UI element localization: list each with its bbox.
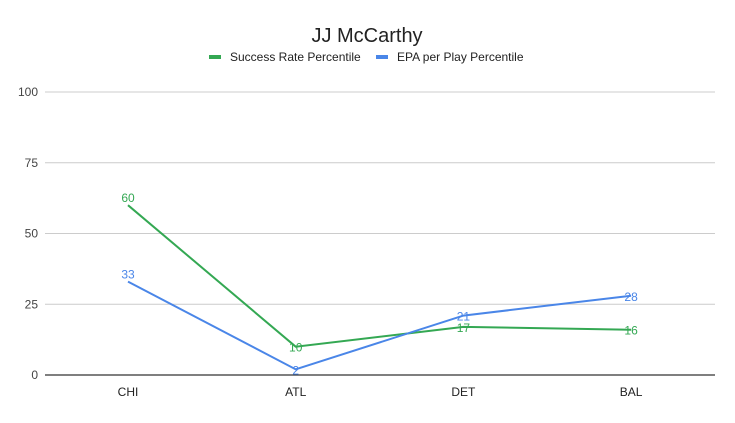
data-label: 60: [121, 191, 135, 205]
legend-swatch: [209, 55, 221, 59]
legend-label: Success Rate Percentile: [230, 50, 361, 64]
legend: Success Rate Percentile EPA per Play Perc…: [209, 50, 524, 64]
legend-swatch: [376, 55, 388, 59]
x-tick-label: DET: [451, 385, 476, 399]
y-tick-label: 100: [18, 85, 38, 99]
series-lines: [128, 205, 631, 369]
legend-label: EPA per Play Percentile: [397, 50, 524, 64]
y-tick-label: 25: [25, 297, 39, 311]
chart-title: JJ McCarthy: [311, 25, 422, 47]
data-label: 33: [121, 268, 135, 282]
x-tick-label: CHI: [118, 385, 139, 399]
gridlines: [45, 92, 715, 375]
data-label: 21: [457, 310, 471, 324]
y-tick-label: 0: [31, 368, 38, 382]
x-tick-label: ATL: [285, 385, 306, 399]
data-label: 10: [289, 341, 303, 355]
series-line-1: [128, 282, 631, 370]
x-axis-ticks: CHI ATL DET BAL: [118, 385, 643, 399]
series-line-0: [128, 205, 631, 347]
y-tick-label: 75: [25, 156, 39, 170]
data-label: 16: [624, 324, 638, 338]
data-label: 28: [624, 290, 638, 304]
data-label: 2: [292, 363, 299, 377]
x-tick-label: BAL: [620, 385, 643, 399]
y-tick-label: 50: [25, 227, 39, 241]
y-axis-ticks: 0 25 50 75 100: [18, 85, 38, 382]
